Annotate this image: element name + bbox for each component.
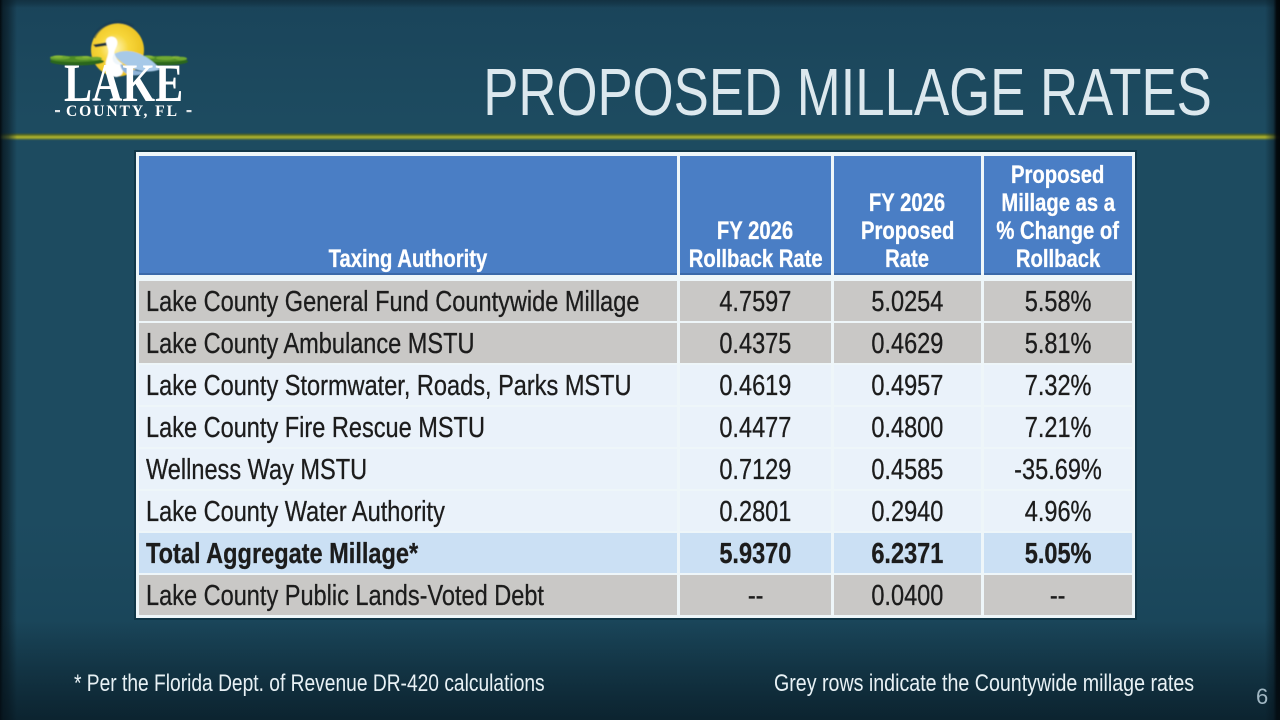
svg-text:LAKE: LAKE (64, 53, 183, 113)
svg-text:COUNTY, FL: COUNTY, FL (66, 103, 179, 120)
